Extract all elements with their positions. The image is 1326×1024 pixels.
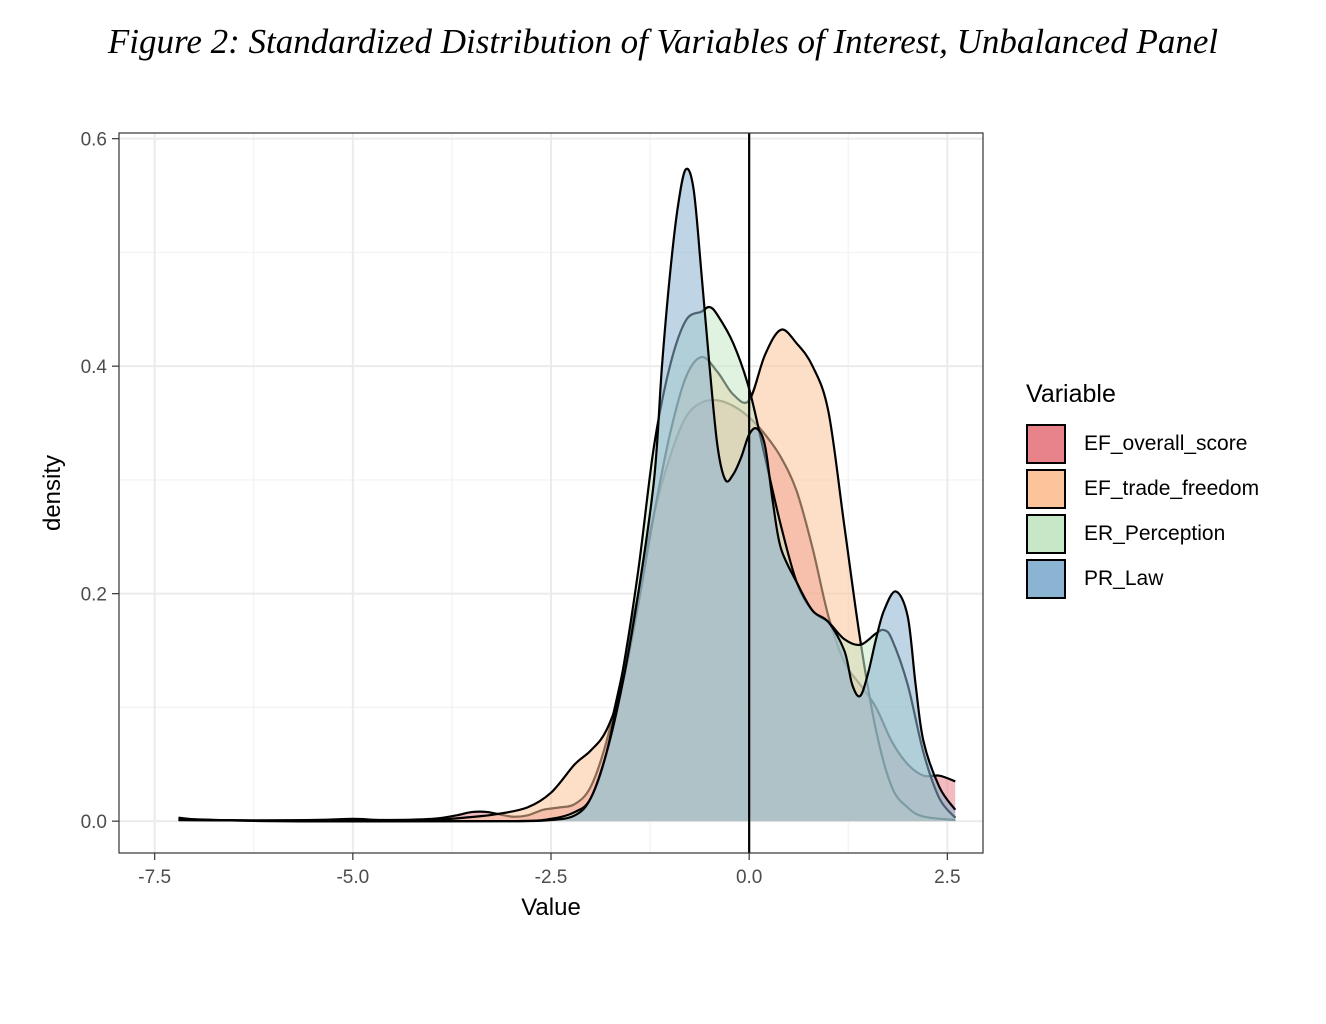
y-tick-label: 0.0 — [81, 812, 107, 833]
legend-item-pr-law: PR_Law — [1026, 556, 1259, 601]
legend-label: ER_Perception — [1084, 521, 1226, 545]
x-axis: -7.5 -5.0 -2.5 0.0 2.5 — [138, 853, 961, 888]
legend-label: EF_overall_score — [1084, 431, 1248, 455]
y-tick-label: 0.4 — [81, 357, 108, 378]
y-axis-title: density — [39, 455, 66, 531]
legend: Variable EF_overall_score EF_trade_freed… — [1026, 380, 1259, 601]
legend-item-er-perception: ER_Perception — [1026, 511, 1259, 556]
x-tick-label: 0.0 — [736, 867, 762, 888]
legend-title: Variable — [1026, 380, 1116, 408]
x-tick-label: -7.5 — [138, 867, 171, 888]
x-axis-title: Value — [521, 894, 581, 921]
legend-label: EF_trade_freedom — [1084, 476, 1260, 500]
density-line-pr-law — [178, 167, 957, 823]
y-axis: 0.0 0.2 0.4 0.6 — [81, 130, 119, 833]
figure-title: Figure 2: Standardized Distribution of V… — [107, 22, 1219, 61]
density-area-pr-law — [178, 168, 956, 822]
legend-key-ef-trade-freedom — [1026, 468, 1066, 509]
density-areas — [178, 167, 957, 823]
legend-key-er-perception — [1026, 513, 1066, 554]
y-tick-label: 0.2 — [81, 585, 107, 606]
x-tick-label: -2.5 — [535, 867, 568, 888]
legend-item-ef-overall-score: EF_overall_score — [1026, 421, 1259, 466]
legend-label: PR_Law — [1084, 566, 1164, 590]
legend-key-ef-overall-score — [1026, 423, 1066, 464]
x-tick-label: 2.5 — [934, 867, 960, 888]
y-tick-label: 0.6 — [81, 130, 107, 151]
legend-key-pr-law — [1026, 558, 1066, 599]
x-tick-label: -5.0 — [336, 867, 369, 888]
legend-item-ef-trade-freedom: EF_trade_freedom — [1026, 466, 1259, 511]
